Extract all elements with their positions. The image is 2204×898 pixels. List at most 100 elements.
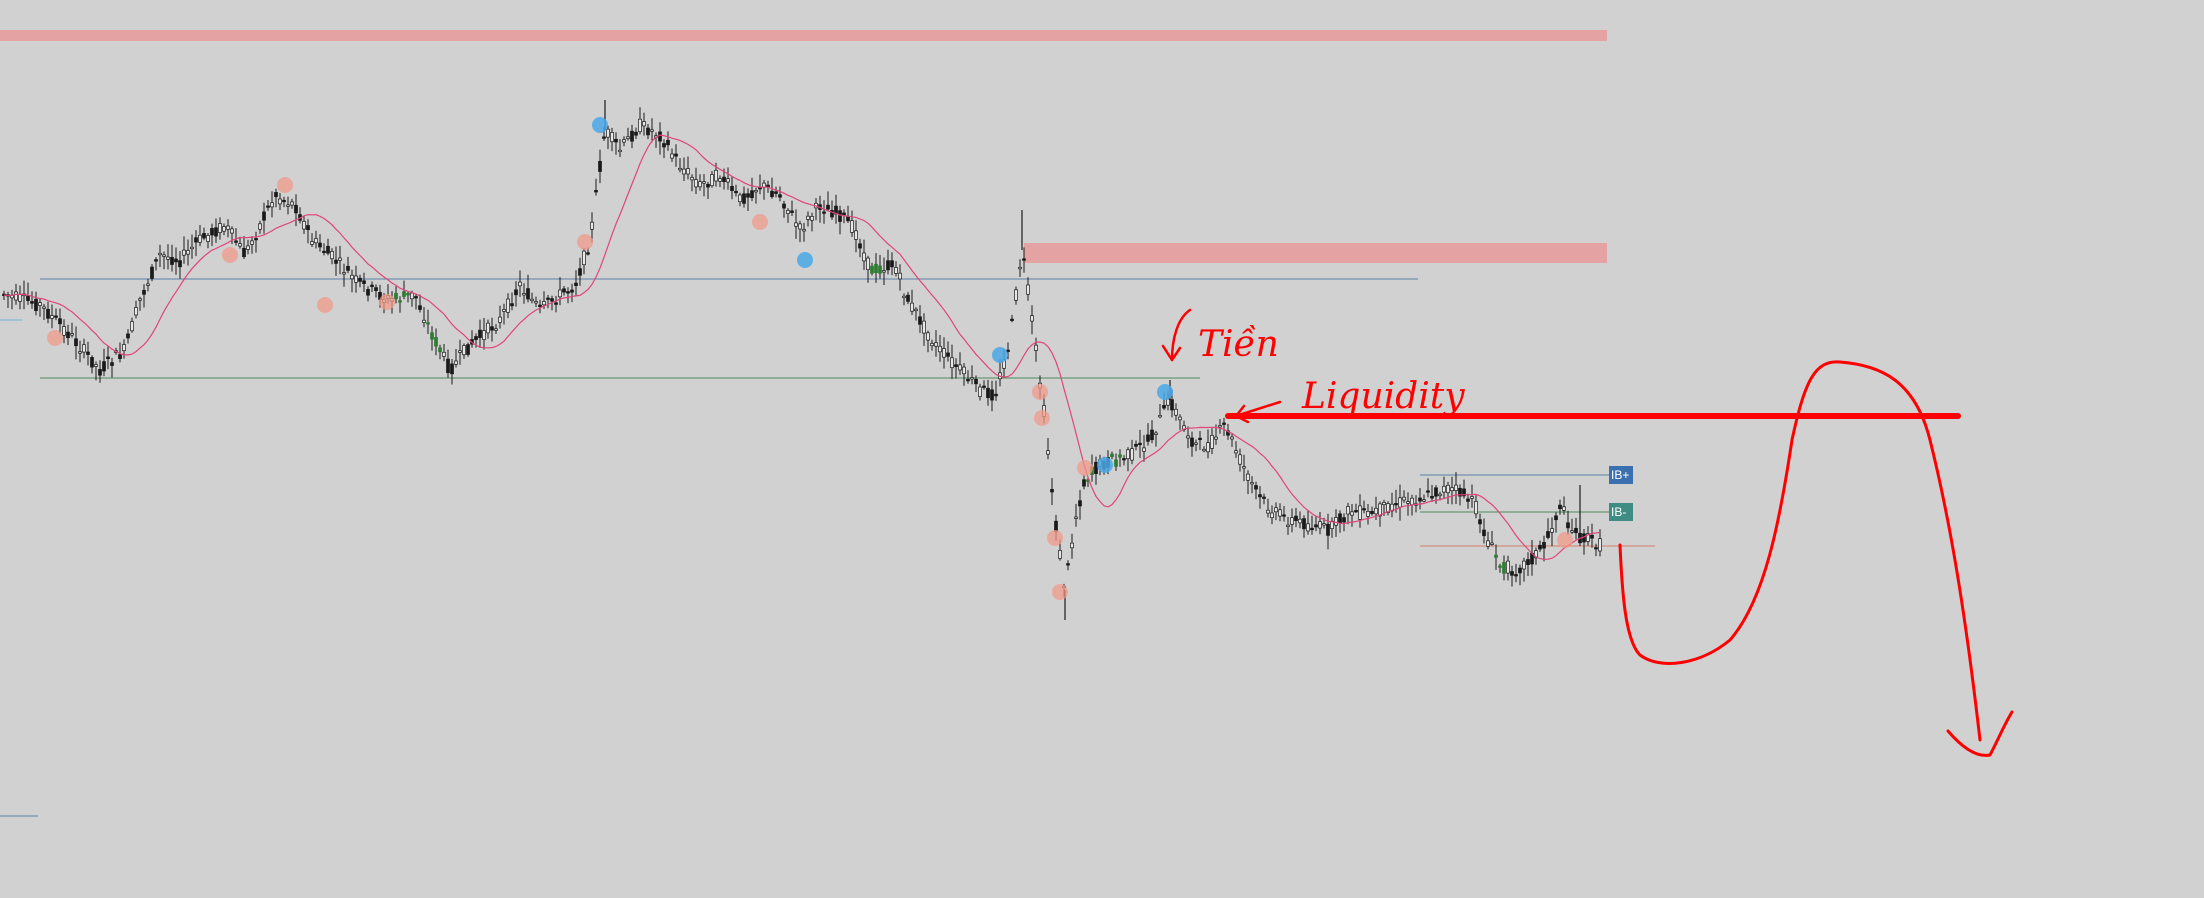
- moving-average-line: [3, 134, 1601, 561]
- candle-body: [1398, 497, 1402, 508]
- candle-body: [474, 336, 478, 340]
- hand-drawn-annotations[interactable]: [1161, 308, 2014, 757]
- candle-body: [1030, 315, 1034, 322]
- candle-body: [838, 210, 842, 222]
- candle-body: [446, 358, 450, 374]
- candle-body: [350, 274, 354, 280]
- candle-body: [1542, 542, 1546, 549]
- candle-body: [698, 181, 702, 188]
- candle-body: [1362, 508, 1366, 511]
- candle-body: [302, 221, 306, 230]
- candle-body: [194, 237, 198, 243]
- candle-body: [918, 316, 922, 325]
- candle-body: [502, 309, 506, 312]
- candle-body: [970, 377, 974, 380]
- candle-body: [962, 366, 966, 375]
- candle-body: [862, 252, 866, 262]
- candle-body: [1194, 442, 1198, 445]
- candle-body: [170, 257, 174, 265]
- candle-body: [338, 257, 342, 261]
- candle-body: [614, 138, 618, 143]
- candle-body: [1070, 542, 1074, 549]
- candle-body: [1498, 565, 1502, 568]
- candle-body: [506, 298, 510, 313]
- candle-body: [434, 337, 438, 347]
- candle-body: [934, 342, 938, 347]
- candle-body: [882, 270, 886, 273]
- candle-body: [694, 179, 698, 188]
- candle-body: [326, 245, 330, 254]
- candle-body: [1122, 458, 1126, 461]
- candle-body: [738, 194, 742, 203]
- candle-body: [482, 330, 486, 340]
- candle-body: [158, 252, 162, 256]
- candle-body: [810, 216, 814, 221]
- candle-body: [1554, 515, 1558, 521]
- candle-body: [1078, 500, 1082, 507]
- annotation-tien: Tiền: [1198, 324, 1279, 365]
- candle-body: [486, 322, 490, 334]
- candle-body: [18, 293, 22, 302]
- candle-body: [174, 258, 178, 263]
- swing-low-marker: [1052, 584, 1068, 600]
- candle-body: [1050, 489, 1054, 493]
- swing-high-marker: [992, 347, 1008, 363]
- candle-body: [1418, 497, 1422, 502]
- candle-body: [830, 210, 834, 218]
- candle-body: [558, 289, 562, 298]
- supply-zone-mid[interactable]: [1024, 243, 1607, 263]
- candle-body: [570, 289, 574, 293]
- supply-zone-top[interactable]: [0, 30, 1607, 41]
- candle-body: [1410, 497, 1414, 506]
- candle-body: [594, 190, 598, 193]
- candle-body: [894, 267, 898, 274]
- candle-body: [682, 168, 686, 175]
- candle-body: [294, 204, 298, 214]
- candle-body: [1282, 514, 1286, 517]
- candle-body: [1210, 435, 1214, 449]
- candle-body: [554, 302, 558, 305]
- candle-body: [718, 178, 722, 182]
- candle-body: [1138, 442, 1142, 446]
- candle-body: [1378, 503, 1382, 517]
- candle-body: [1582, 533, 1586, 543]
- ib-minus-label[interactable]: IB-: [1609, 503, 1633, 521]
- candle-body: [1474, 501, 1478, 515]
- candle-body: [262, 211, 266, 221]
- candle-body: [1234, 450, 1238, 454]
- swing-low-marker: [277, 177, 293, 193]
- candle-body: [1466, 498, 1470, 502]
- candle-body: [278, 198, 282, 205]
- candle-body: [666, 139, 670, 146]
- candle-body: [26, 295, 30, 301]
- candle-body: [94, 364, 98, 367]
- candle-body: [1170, 399, 1174, 411]
- candle-body: [546, 297, 550, 300]
- annotation-liquidity: Liquidity: [1301, 376, 1465, 417]
- candle-body: [586, 252, 590, 255]
- candle-body: [1178, 416, 1182, 421]
- candle-body: [442, 351, 446, 357]
- candle-body: [422, 319, 426, 323]
- candle-body: [1110, 453, 1114, 458]
- candle-body: [722, 176, 726, 183]
- candle-body: [966, 378, 970, 382]
- candle-body: [854, 230, 858, 240]
- candle-body: [982, 385, 986, 388]
- candle-body: [354, 275, 358, 283]
- candle-body: [122, 344, 126, 352]
- candle-body: [74, 338, 78, 347]
- candle-body: [370, 284, 374, 287]
- candle-body: [118, 354, 122, 359]
- candle-body: [1134, 443, 1138, 447]
- ib-plus-label[interactable]: IB+: [1609, 466, 1633, 484]
- candle-body: [778, 194, 782, 198]
- candle-body: [858, 243, 862, 249]
- candle-body: [1518, 567, 1522, 574]
- candle-body: [754, 190, 758, 193]
- candle-body: [1258, 494, 1262, 498]
- candle-body: [90, 357, 94, 368]
- candle-body: [1346, 506, 1350, 515]
- candle-body: [850, 220, 854, 233]
